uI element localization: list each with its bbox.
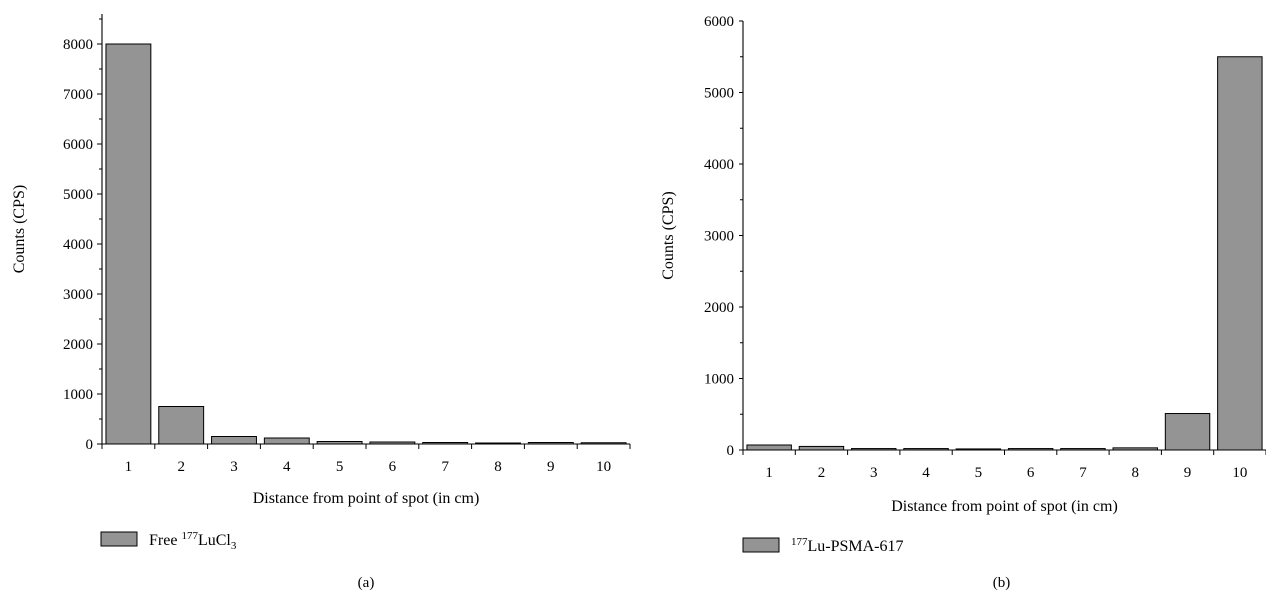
legend-swatch	[100, 531, 138, 547]
y-tick-label: 0	[86, 437, 94, 453]
y-tick-label: 2000	[704, 300, 734, 316]
y-axis-label: Counts (CPS)	[660, 191, 677, 279]
y-tick-label: 2000	[63, 337, 93, 353]
x-tick-label: 9	[1184, 465, 1192, 481]
x-tick-label: 10	[1232, 465, 1247, 481]
y-axis-label: Counts (CPS)	[11, 185, 28, 273]
x-tick-label: 2	[818, 465, 826, 481]
legend-label: 177Lu-PSMA-617	[791, 536, 904, 555]
chart-panel-b: 0 1000 2000 3000 4000 5000 6000 1 2 3 4 5 6 7 8 9 10 Coun…	[660, 14, 1266, 591]
x-tick-label: 9	[547, 459, 555, 475]
panel-label: (b)	[993, 575, 1011, 591]
y-tick-label: 5000	[63, 187, 93, 203]
x-tick-label: 3	[870, 465, 878, 481]
bar	[475, 442, 521, 445]
bar	[211, 436, 257, 445]
bar	[580, 442, 627, 445]
x-tick-label: 10	[596, 459, 611, 475]
bar	[105, 43, 152, 445]
x-axis-label: Distance from point of spot (in cm)	[253, 490, 480, 507]
x-tick-label: 6	[389, 459, 397, 475]
x-tick-label: 7	[441, 459, 449, 475]
y-tick-label: 1000	[704, 372, 734, 388]
bar	[158, 406, 205, 445]
y-tick-label: 1000	[63, 387, 93, 403]
x-tick-label: 5	[336, 459, 344, 475]
y-tick-label: 8000	[63, 37, 93, 53]
bar	[1007, 448, 1054, 451]
bar	[746, 444, 792, 451]
bar	[798, 445, 845, 451]
y-tick-label: 6000	[704, 14, 734, 30]
y-tick-label: 4000	[704, 157, 734, 173]
y-tick-label: 5000	[704, 86, 734, 102]
x-tick-label: 4	[922, 465, 930, 481]
bar	[1060, 448, 1106, 451]
y-tick-label: 0	[727, 443, 735, 459]
bar	[527, 442, 574, 445]
bar	[903, 448, 949, 451]
bar	[263, 437, 310, 445]
bar	[1112, 447, 1158, 451]
bar	[851, 448, 897, 451]
panel-label: (a)	[358, 575, 375, 591]
chart-panel-a: 0 1000 2000 3000 4000 5000 6000 7000 8000 1 2 3 4 5 6 7…	[11, 14, 631, 591]
bar	[316, 441, 363, 445]
x-tick-label: 8	[1132, 465, 1140, 481]
legend-swatch	[742, 537, 780, 553]
x-tick-label: 4	[283, 459, 291, 475]
x-tick-label: 6	[1027, 465, 1035, 481]
y-tick-label: 3000	[704, 229, 734, 245]
x-tick-label: 8	[494, 459, 502, 475]
x-tick-label: 2	[177, 459, 185, 475]
bar	[1164, 413, 1211, 451]
x-tick-label: 1	[765, 465, 773, 481]
x-tick-label: 1	[125, 459, 133, 475]
x-axis-label: Distance from point of spot (in cm)	[891, 498, 1118, 515]
x-tick-label: 3	[230, 459, 238, 475]
bar	[1217, 56, 1263, 451]
y-tick-label: 6000	[63, 137, 93, 153]
x-tick-label: 5	[975, 465, 983, 481]
bar	[422, 442, 469, 445]
bar	[369, 441, 416, 445]
y-tick-label: 7000	[63, 87, 93, 103]
y-tick-label: 4000	[63, 237, 93, 253]
legend-label: Free 177LuCl3	[149, 530, 237, 552]
bar	[955, 448, 1002, 451]
y-tick-label: 3000	[63, 287, 93, 303]
x-tick-label: 7	[1079, 465, 1087, 481]
